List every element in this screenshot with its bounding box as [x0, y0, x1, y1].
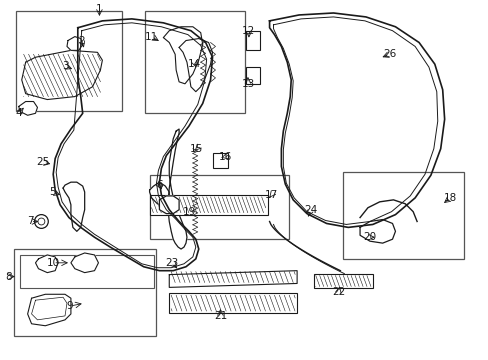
Bar	[16, 11, 122, 111]
Text: 8: 8	[6, 271, 12, 282]
Text: 13: 13	[241, 79, 254, 89]
Polygon shape	[21, 50, 102, 100]
Text: 18: 18	[443, 193, 456, 203]
Text: 17: 17	[264, 190, 278, 200]
Bar	[169, 293, 297, 313]
Polygon shape	[163, 27, 203, 84]
Bar	[343, 172, 464, 259]
Text: 25: 25	[37, 157, 50, 167]
Text: 22: 22	[331, 287, 345, 297]
Bar	[149, 175, 289, 239]
Polygon shape	[359, 220, 395, 243]
Bar	[212, 153, 228, 168]
Polygon shape	[19, 102, 38, 115]
Text: 24: 24	[304, 205, 317, 215]
Text: 21: 21	[213, 311, 226, 321]
Text: 3: 3	[61, 61, 68, 71]
Polygon shape	[159, 196, 179, 213]
Polygon shape	[63, 182, 84, 231]
Bar	[245, 31, 259, 50]
Text: 23: 23	[165, 258, 179, 268]
Polygon shape	[168, 129, 186, 249]
Polygon shape	[179, 39, 212, 92]
Text: 20: 20	[363, 232, 376, 242]
Text: 1: 1	[96, 4, 102, 14]
Text: 14: 14	[188, 59, 201, 69]
Bar	[149, 195, 267, 215]
Text: 26: 26	[382, 49, 395, 59]
Text: 10: 10	[46, 258, 60, 268]
Bar	[245, 67, 259, 84]
Text: 11: 11	[144, 32, 158, 42]
Text: 12: 12	[242, 26, 255, 36]
Text: 6: 6	[156, 180, 163, 190]
Polygon shape	[36, 255, 58, 273]
Text: 7: 7	[27, 216, 34, 226]
Polygon shape	[169, 271, 297, 287]
Polygon shape	[149, 182, 169, 206]
Bar	[14, 249, 156, 336]
Polygon shape	[71, 253, 98, 273]
Bar	[20, 255, 153, 288]
Polygon shape	[67, 37, 82, 50]
Text: 19: 19	[183, 207, 196, 217]
Text: 16: 16	[218, 152, 231, 162]
Text: 4: 4	[16, 108, 22, 118]
Bar	[144, 11, 244, 113]
Bar	[313, 274, 372, 288]
Text: 9: 9	[66, 301, 73, 311]
Text: 15: 15	[190, 144, 203, 154]
Text: 2: 2	[78, 36, 85, 45]
Text: 5: 5	[49, 187, 56, 197]
Polygon shape	[28, 294, 71, 326]
